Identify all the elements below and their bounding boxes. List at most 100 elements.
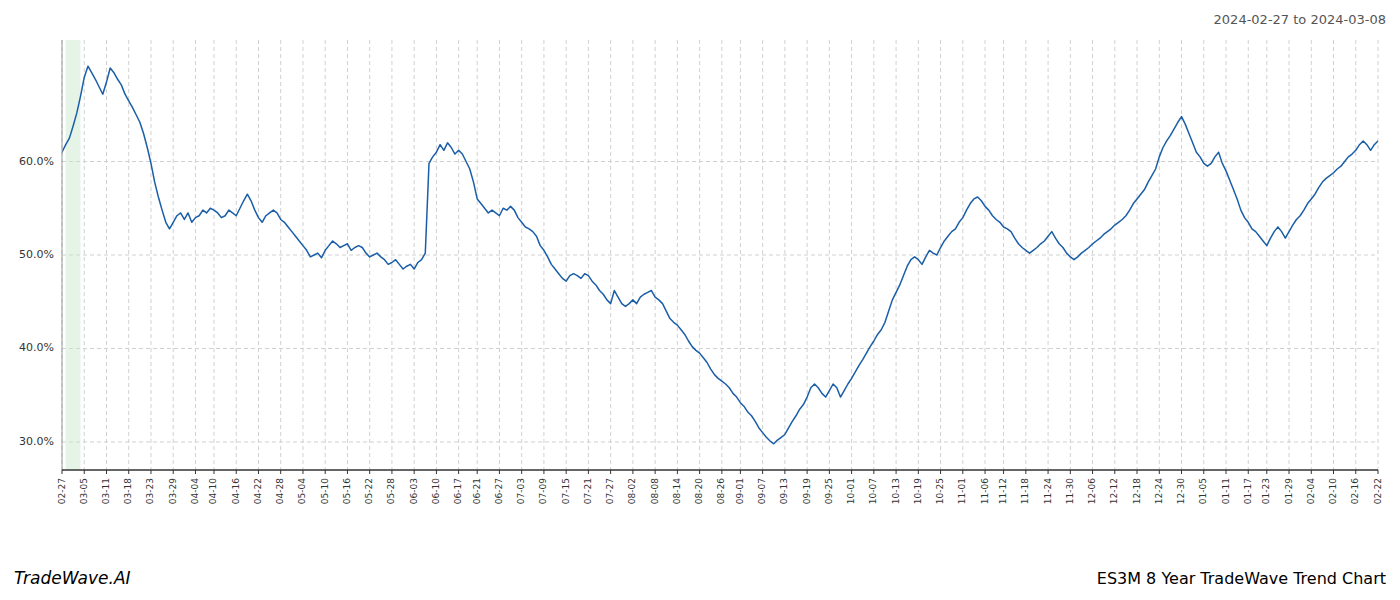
x-tick-label: 04-10 [208,478,218,504]
x-tick [477,470,478,474]
x-tick-label: 03-18 [123,478,133,504]
x-tick [632,470,633,474]
x-tick-label: 03-29 [168,478,178,504]
x-grid-line [784,40,785,470]
x-tick [1048,470,1049,474]
x-grid-line [699,40,700,470]
x-tick-label: 11-12 [998,478,1008,504]
x-grid-line [851,40,852,470]
x-tick [325,470,326,474]
x-grid-line [347,40,348,470]
x-tick-label: 03-05 [79,478,89,504]
x-grid-line [632,40,633,470]
x-tick [784,470,785,474]
x-tick-label: 07-27 [605,478,615,504]
x-grid-line [1137,40,1138,470]
x-tick-label: 05-28 [386,478,396,504]
x-grid-line [280,40,281,470]
x-tick [1137,470,1138,474]
x-grid-line [1333,40,1334,470]
x-tick [610,470,611,474]
x-grid-line [325,40,326,470]
x-grid-line [499,40,500,470]
x-grid-line [1025,40,1026,470]
x-grid-line [128,40,129,470]
x-tick-label: 12-18 [1132,478,1142,504]
x-tick-label: 11-30 [1065,478,1075,504]
x-grid-line [1355,40,1356,470]
x-tick-label: 06-17 [453,478,463,504]
x-tick-label: 07-09 [538,478,548,504]
x-tick [740,470,741,474]
background [0,0,1400,600]
y-tick-label: 40.0% [19,341,54,354]
x-tick-label: 02-22 [1373,478,1383,504]
x-grid-line [1048,40,1049,470]
x-tick-label: 06-27 [494,478,504,504]
x-tick [1248,470,1249,474]
x-tick-label: 01-17 [1243,478,1253,504]
x-grid-line [985,40,986,470]
x-tick [1266,470,1267,474]
x-tick [873,470,874,474]
y-grid-line [62,441,1378,442]
x-grid-line [1289,40,1290,470]
x-tick-label: 06-10 [431,478,441,504]
x-tick [851,470,852,474]
x-tick [1092,470,1093,474]
x-tick [807,470,808,474]
x-tick [258,470,259,474]
x-grid-line [655,40,656,470]
x-tick-label: 10-07 [868,478,878,504]
x-tick [280,470,281,474]
x-tick-label: 09-25 [824,478,834,504]
x-tick [414,470,415,474]
x-grid-line [762,40,763,470]
x-tick-label: 02-27 [57,478,67,504]
x-tick-label: 04-16 [231,478,241,504]
x-tick-label: 11-06 [980,478,990,504]
x-grid-line [173,40,174,470]
x-tick [521,470,522,474]
chart-container: 30.0%40.0%50.0%60.0%02-2703-0503-1103-18… [0,0,1400,600]
annotation: TradeWave.AI [14,568,131,588]
x-tick [1311,470,1312,474]
x-tick [1159,470,1160,474]
x-grid-line [236,40,237,470]
x-grid-line [1092,40,1093,470]
x-tick-label: 10-13 [891,478,901,504]
x-grid-line [1114,40,1115,470]
title: ES3M 8 Year TradeWave Trend Chart [1097,569,1386,588]
x-tick [962,470,963,474]
x-tick-label: 09-01 [735,478,745,504]
x-grid-line [962,40,963,470]
x-grid-line [62,40,63,470]
x-grid-line [566,40,567,470]
x-tick [1003,470,1004,474]
x-grid-line [1203,40,1204,470]
x-tick-label: 05-22 [364,478,374,504]
x-tick [1355,470,1356,474]
x-tick [458,470,459,474]
chart-svg: 30.0%40.0%50.0%60.0%02-2703-0503-1103-18… [0,0,1400,600]
x-tick [829,470,830,474]
x-grid-line [1070,40,1071,470]
x-grid-line [1159,40,1160,470]
y-tick-label: 60.0% [19,155,54,168]
x-grid-line [1311,40,1312,470]
x-grid-line [414,40,415,470]
x-tick [1203,470,1204,474]
x-axis: 02-2703-0503-1103-1803-2303-2904-0404-10… [57,470,1383,504]
x-grid-line [829,40,830,470]
x-tick [369,470,370,474]
x-tick-label: 05-10 [320,478,330,504]
x-tick [1070,470,1071,474]
x-tick-label: 10-01 [846,478,856,504]
x-tick [918,470,919,474]
x-tick-label: 05-04 [297,478,307,504]
x-tick [347,470,348,474]
x-grid-line [84,40,85,470]
x-tick [1289,470,1290,474]
x-tick [391,470,392,474]
x-grid-line [213,40,214,470]
